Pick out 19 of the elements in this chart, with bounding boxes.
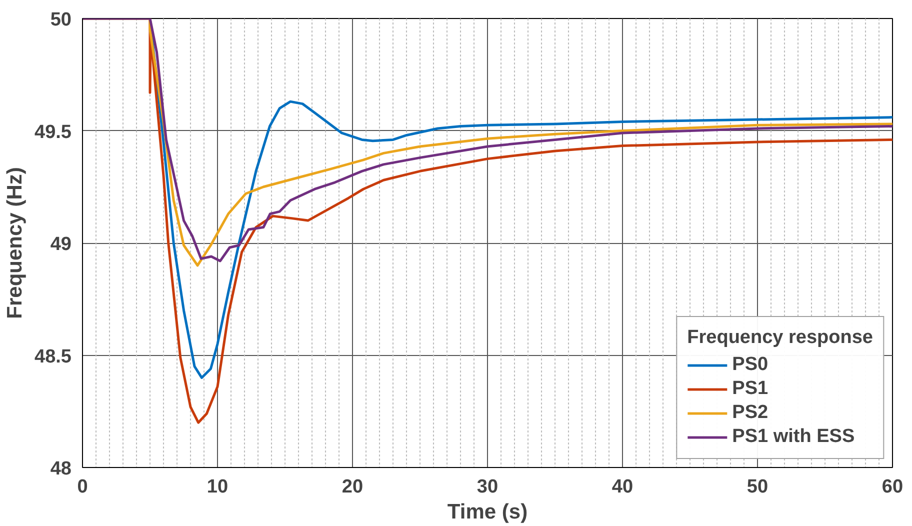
x-tick-label: 30 [476,476,498,498]
legend-label: PS1 with ESS [732,426,855,448]
y-tick-label: 50 [50,10,72,30]
x-tick-label: 60 [882,476,904,498]
x-tick-label: 0 [77,476,88,498]
y-tick-label: 49.5 [34,122,72,143]
x-tick-label: 40 [612,476,634,498]
y-tick-label: 48.5 [34,346,72,368]
x-tick-label: 10 [206,476,228,498]
y-axis-title: Frequency (Hz) [4,167,27,319]
legend-label: PS0 [732,354,768,376]
y-tick-label: 49 [50,234,72,255]
x-tick-label: 50 [746,476,768,498]
legend-title: Frequency response [687,327,873,349]
x-axis-title: Time (s) [447,500,528,524]
x-tick-label: 20 [342,476,364,498]
legend-label: PS2 [732,402,768,424]
legend-label: PS1 [732,378,768,400]
y-tick-label: 48 [50,458,72,480]
